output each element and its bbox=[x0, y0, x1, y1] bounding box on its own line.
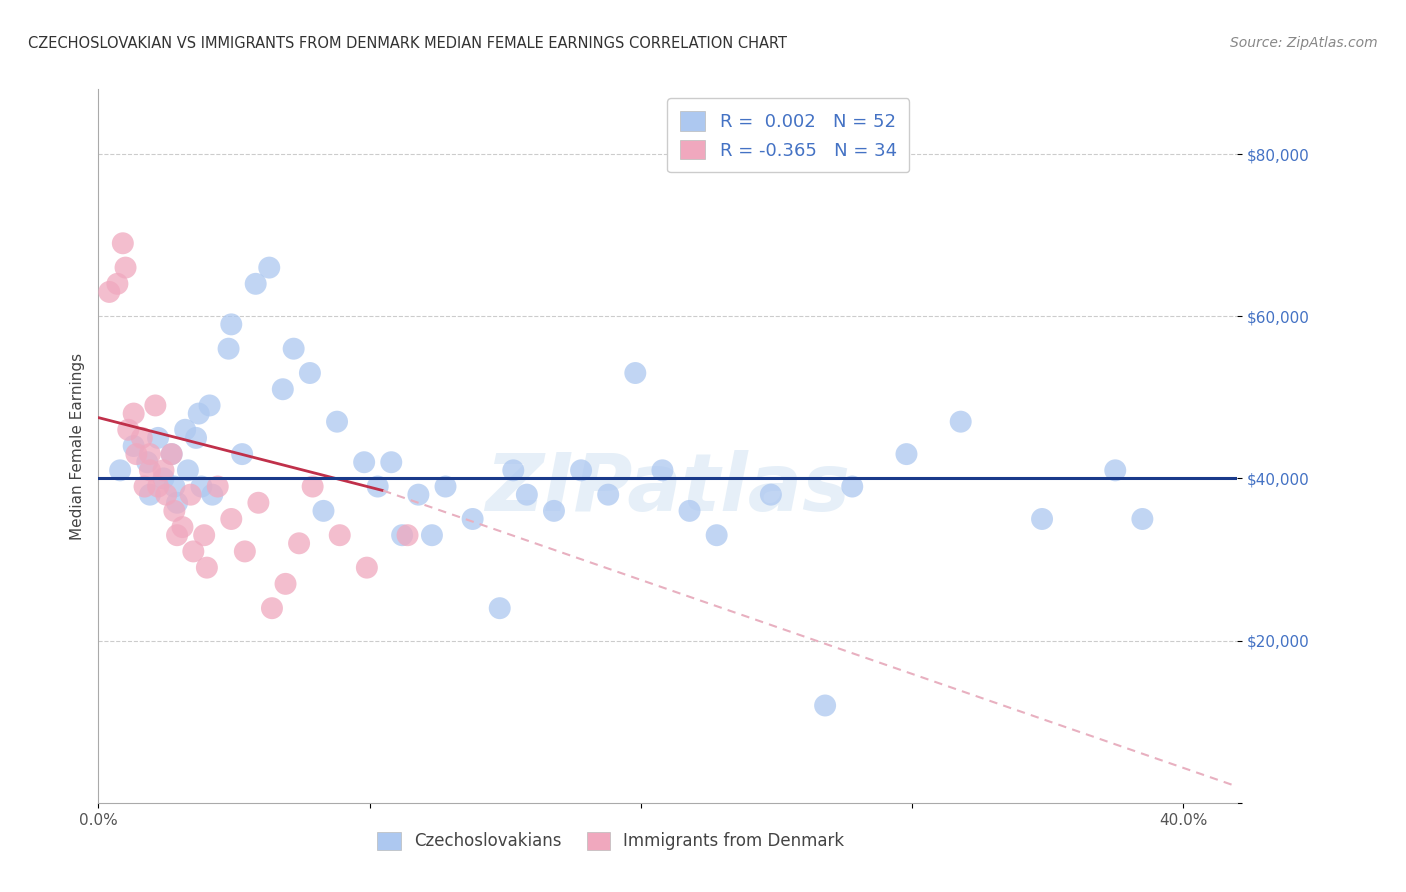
Point bbox=[271, 382, 294, 396]
Point bbox=[543, 504, 565, 518]
Point bbox=[221, 318, 243, 332]
Point bbox=[569, 463, 592, 477]
Point bbox=[488, 601, 510, 615]
Y-axis label: Median Female Earnings: Median Female Earnings bbox=[69, 352, 84, 540]
Point bbox=[288, 536, 311, 550]
Point bbox=[326, 415, 349, 429]
Point bbox=[260, 601, 283, 615]
Point bbox=[329, 528, 352, 542]
Point bbox=[180, 488, 202, 502]
Point bbox=[678, 504, 700, 518]
Point bbox=[139, 463, 162, 477]
Point bbox=[598, 488, 620, 502]
Point bbox=[122, 407, 145, 421]
Point bbox=[174, 423, 197, 437]
Point bbox=[122, 439, 145, 453]
Point bbox=[177, 463, 200, 477]
Point bbox=[353, 455, 375, 469]
Point bbox=[198, 399, 221, 413]
Point bbox=[160, 447, 183, 461]
Point bbox=[461, 512, 484, 526]
Point bbox=[207, 479, 229, 493]
Point bbox=[367, 479, 389, 493]
Point bbox=[245, 277, 267, 291]
Point bbox=[163, 504, 186, 518]
Point bbox=[146, 479, 169, 493]
Point bbox=[391, 528, 413, 542]
Point bbox=[117, 423, 139, 437]
Point bbox=[166, 496, 188, 510]
Point bbox=[312, 504, 335, 518]
Point bbox=[184, 431, 207, 445]
Point bbox=[759, 488, 782, 502]
Point bbox=[259, 260, 281, 275]
Point bbox=[187, 407, 209, 421]
Point bbox=[163, 479, 186, 493]
Point bbox=[108, 463, 131, 477]
Point bbox=[434, 479, 457, 493]
Point bbox=[136, 455, 159, 469]
Point bbox=[231, 447, 253, 461]
Point bbox=[193, 528, 215, 542]
Point bbox=[183, 544, 205, 558]
Point bbox=[233, 544, 256, 558]
Point bbox=[152, 471, 174, 485]
Point bbox=[706, 528, 728, 542]
Point bbox=[201, 488, 224, 502]
Point bbox=[145, 399, 167, 413]
Point bbox=[139, 488, 162, 502]
Point bbox=[651, 463, 673, 477]
Point bbox=[396, 528, 419, 542]
Point bbox=[516, 488, 538, 502]
Point bbox=[166, 528, 188, 542]
Point bbox=[420, 528, 443, 542]
Point bbox=[283, 342, 305, 356]
Point bbox=[949, 415, 972, 429]
Point bbox=[1104, 463, 1126, 477]
Point bbox=[356, 560, 378, 574]
Point bbox=[125, 447, 148, 461]
Text: ZIPatlas: ZIPatlas bbox=[485, 450, 851, 528]
Point bbox=[274, 577, 297, 591]
Point bbox=[134, 479, 156, 493]
Point bbox=[1031, 512, 1053, 526]
Point bbox=[98, 285, 121, 299]
Point bbox=[221, 512, 243, 526]
Point bbox=[298, 366, 321, 380]
Point bbox=[146, 431, 169, 445]
Point bbox=[114, 260, 136, 275]
Point bbox=[152, 463, 174, 477]
Point bbox=[301, 479, 323, 493]
Point bbox=[380, 455, 402, 469]
Point bbox=[814, 698, 837, 713]
Point bbox=[195, 560, 218, 574]
Point bbox=[1132, 512, 1154, 526]
Point bbox=[190, 479, 212, 493]
Point bbox=[247, 496, 270, 510]
Point bbox=[111, 236, 134, 251]
Point bbox=[841, 479, 863, 493]
Text: CZECHOSLOVAKIAN VS IMMIGRANTS FROM DENMARK MEDIAN FEMALE EARNINGS CORRELATION CH: CZECHOSLOVAKIAN VS IMMIGRANTS FROM DENMA… bbox=[28, 36, 787, 51]
Point bbox=[160, 447, 183, 461]
Point bbox=[155, 488, 177, 502]
Text: Source: ZipAtlas.com: Source: ZipAtlas.com bbox=[1230, 36, 1378, 50]
Point bbox=[172, 520, 194, 534]
Point bbox=[218, 342, 240, 356]
Point bbox=[624, 366, 647, 380]
Point bbox=[107, 277, 129, 291]
Point bbox=[408, 488, 430, 502]
Point bbox=[131, 431, 153, 445]
Point bbox=[502, 463, 524, 477]
Point bbox=[896, 447, 918, 461]
Point bbox=[139, 447, 162, 461]
Legend: Czechoslovakians, Immigrants from Denmark: Czechoslovakians, Immigrants from Denmar… bbox=[370, 823, 852, 859]
